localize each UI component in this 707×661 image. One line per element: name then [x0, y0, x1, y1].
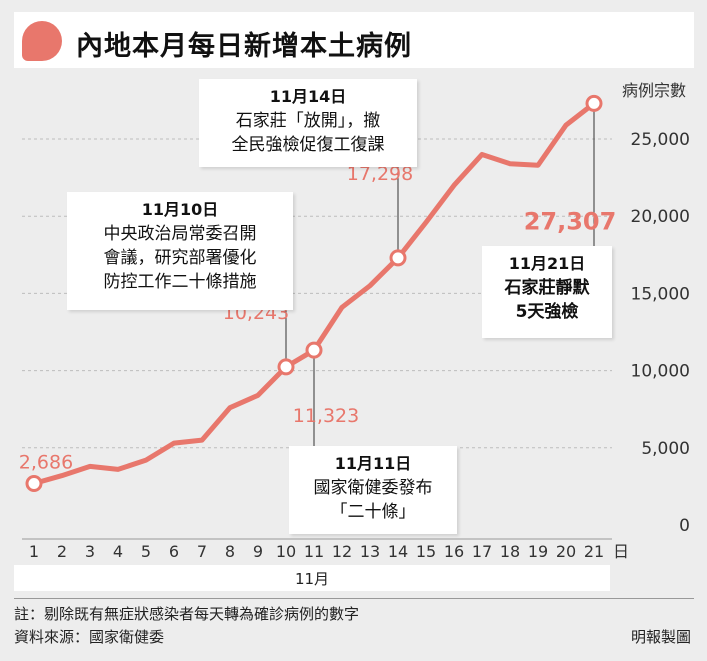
- x-tick-label: 1: [29, 542, 39, 561]
- x-tick-label: 16: [444, 542, 464, 561]
- data-label: 2,686: [19, 452, 73, 474]
- x-tick-label: 15: [416, 542, 436, 561]
- x-axis-label: 11月: [294, 570, 330, 588]
- data-point: [305, 341, 323, 359]
- footnote: 註：剔除既有無症狀感染者每天轉為確診病例的數字: [14, 605, 360, 623]
- y-tick-label: 20,000: [631, 207, 690, 227]
- y-tick-label: 15,000: [631, 284, 690, 304]
- x-tick-label: 4: [113, 542, 123, 561]
- x-tick-label: 8: [225, 542, 235, 561]
- annotation-nov10: 11月10日 中央政治局常委召開 會議，研究部署優化 防控工作二十條措施: [67, 192, 293, 310]
- x-tick-label: 14: [388, 542, 408, 561]
- footer-divider: [14, 598, 694, 599]
- data-label: 17,298: [347, 163, 413, 185]
- y-tick-label: 25,000: [631, 130, 690, 150]
- annotation-nov21: 11月21日 石家莊靜默 5天強檢: [482, 246, 612, 338]
- x-tick-label: 7: [197, 542, 207, 561]
- data-point: [389, 249, 407, 267]
- annotation-text: 國家衛健委發布 「二十條」: [313, 478, 433, 522]
- x-tick-label: 10: [276, 542, 296, 561]
- x-tick-label: 11: [304, 542, 324, 561]
- annotation-nov14: 11月14日 石家莊「放開」，撤 全民強檢促復工復課: [199, 79, 417, 167]
- annotation-nov11: 11月11日 國家衛健委發布 「二十條」: [289, 446, 457, 534]
- x-tick-label: 21: [584, 542, 604, 561]
- x-tick-label: 2: [57, 542, 67, 561]
- x-tick-label: 3: [85, 542, 95, 561]
- x-unit-label: 日: [613, 542, 629, 561]
- y-tick-label: 5,000: [641, 439, 690, 459]
- annotation-text: 中央政治局常委召開 會議，研究部署優化 防控工作二十條措施: [103, 224, 257, 292]
- x-tick-label: 6: [169, 542, 179, 561]
- source-note: 資料來源：國家衛健委: [14, 628, 165, 646]
- annotation-text: 石家莊靜默 5天強檢: [504, 278, 590, 322]
- data-label: 11,323: [293, 405, 359, 427]
- x-tick-label: 9: [253, 542, 263, 561]
- chart-title: 內地本月每日新增本土病例: [76, 31, 412, 62]
- credit: 明報製圖: [630, 628, 691, 646]
- y-tick-label: 10,000: [631, 362, 690, 382]
- x-tick-label: 18: [500, 542, 520, 561]
- data-point: [25, 475, 43, 493]
- x-tick-label: 20: [556, 542, 576, 561]
- x-tick-label: 5: [141, 542, 151, 561]
- annotation-date: 11月21日: [508, 254, 586, 273]
- x-tick-label: 12: [332, 542, 352, 561]
- annotation-date: 11月14日: [269, 87, 347, 106]
- data-label: 27,307: [524, 207, 617, 235]
- x-tick-label: 13: [360, 542, 380, 561]
- y-tick-label: 0: [679, 516, 690, 536]
- month-bar: 11月: [14, 565, 610, 591]
- data-point: [277, 358, 295, 376]
- annotation-text: 石家莊「放開」，撤 全民強檢促復工復課: [231, 111, 385, 155]
- y-axis-label: 病例宗數: [622, 81, 686, 100]
- title-bar: 內地本月每日新增本土病例: [14, 12, 694, 68]
- annotation-date: 11月10日: [141, 200, 219, 219]
- data-point: [585, 94, 603, 112]
- speech-bubble-icon: [22, 21, 62, 61]
- annotation-date: 11月11日: [334, 454, 412, 473]
- x-tick-label: 17: [472, 542, 492, 561]
- x-tick-label: 19: [528, 542, 548, 561]
